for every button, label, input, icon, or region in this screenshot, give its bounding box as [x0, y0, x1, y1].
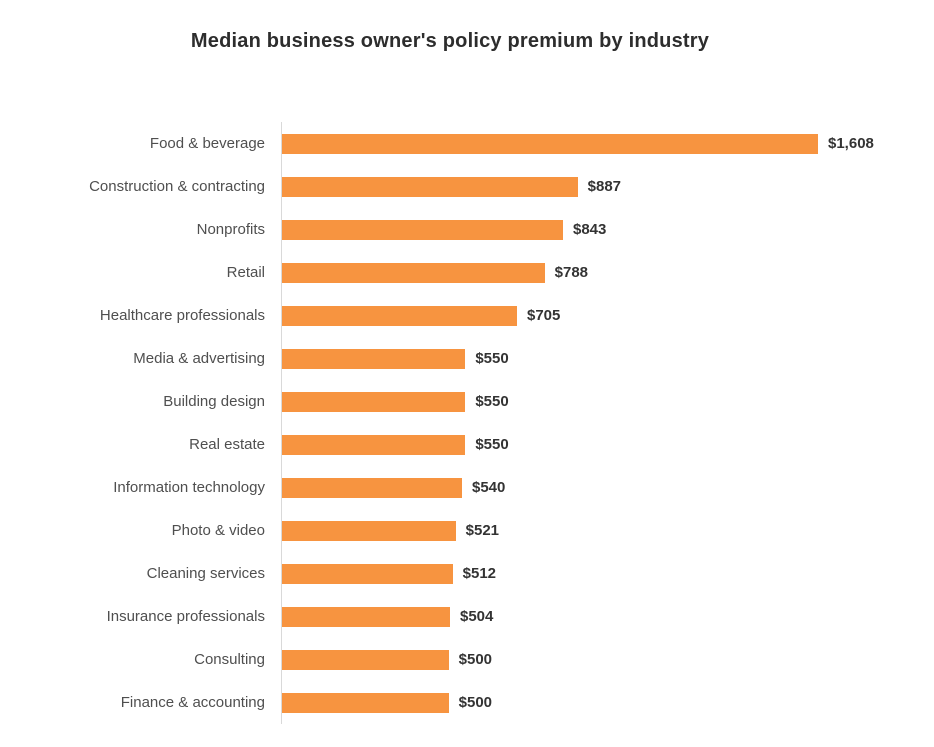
bar-track: $1,608 [281, 122, 874, 165]
bar-row: Finance & accounting $500 [0, 681, 934, 724]
category-label: Finance & accounting [120, 694, 265, 711]
bar [282, 649, 449, 670]
bar-row: Healthcare professionals $705 [0, 294, 934, 337]
bar-track: $550 [281, 380, 818, 423]
category-label: Consulting [194, 651, 265, 668]
value-label: $521 [465, 522, 500, 539]
bar-row: Information technology $540 [0, 466, 934, 509]
value-label: $887 [587, 178, 622, 195]
bar-track: $550 [281, 423, 818, 466]
value-label: $1,608 [828, 135, 874, 152]
bar-track: $521 [281, 509, 818, 552]
value-label: $504 [460, 608, 494, 625]
value-label: $843 [573, 221, 607, 238]
bar-track: $843 [281, 208, 818, 251]
bar [282, 219, 563, 240]
bar-track: $887 [281, 165, 818, 208]
bar-track: $550 [281, 337, 818, 380]
bar-track: $504 [281, 595, 818, 638]
value-label: $500 [458, 694, 493, 711]
bar-track: $500 [281, 638, 818, 681]
bar-row: Nonprofits $843 [0, 208, 934, 251]
bar-row: Construction & contracting $887 [0, 165, 934, 208]
category-label: Healthcare professionals [99, 307, 265, 324]
bar [282, 692, 449, 713]
bar [282, 563, 453, 584]
category-label: Information technology [113, 479, 265, 496]
value-label: $550 [475, 393, 509, 410]
bar-track: $788 [281, 251, 818, 294]
category-label: Food & beverage [149, 135, 265, 152]
bar [282, 477, 462, 498]
value-label: $788 [554, 264, 589, 281]
bar-row: Media & advertising $550 [0, 337, 934, 380]
bar-row: Real estate $550 [0, 423, 934, 466]
bar-row: Insurance professionals $504 [0, 595, 934, 638]
value-label: $512 [462, 565, 497, 582]
plot-area: Food & beverage $1,608 Construction & co… [0, 122, 934, 724]
bar [282, 434, 466, 455]
category-label: Real estate [189, 436, 265, 453]
bar-row: Food & beverage $1,608 [0, 122, 934, 165]
bar-track: $500 [281, 681, 818, 724]
bar-row: Retail $788 [0, 251, 934, 294]
category-label: Cleaning services [146, 565, 265, 582]
bar [282, 348, 466, 369]
bar [282, 606, 450, 627]
bar-row: Cleaning services $512 [0, 552, 934, 595]
value-label: $550 [475, 350, 509, 367]
chart-title: Median business owner's policy premium b… [190, 30, 710, 52]
bar [282, 520, 456, 541]
bar [282, 176, 578, 197]
value-label: $705 [527, 307, 561, 324]
category-label: Insurance professionals [106, 608, 265, 625]
bar-row: Photo & video $521 [0, 509, 934, 552]
category-label: Nonprofits [196, 221, 265, 238]
bar-track: $540 [281, 466, 818, 509]
bar [282, 305, 517, 326]
bar [282, 262, 545, 283]
bar-row: Building design $550 [0, 380, 934, 423]
category-label: Retail [226, 264, 265, 281]
bar-row: Consulting $500 [0, 638, 934, 681]
bar [282, 391, 466, 412]
value-label: $540 [472, 479, 506, 496]
value-label: $550 [475, 436, 509, 453]
category-label: Media & advertising [133, 350, 265, 367]
category-label: Building design [163, 393, 265, 410]
category-label: Construction & contracting [89, 178, 265, 195]
value-label: $500 [458, 651, 493, 668]
category-label: Photo & video [171, 522, 265, 539]
bar [282, 133, 818, 154]
bar-track: $512 [281, 552, 818, 595]
bar-track: $705 [281, 294, 818, 337]
